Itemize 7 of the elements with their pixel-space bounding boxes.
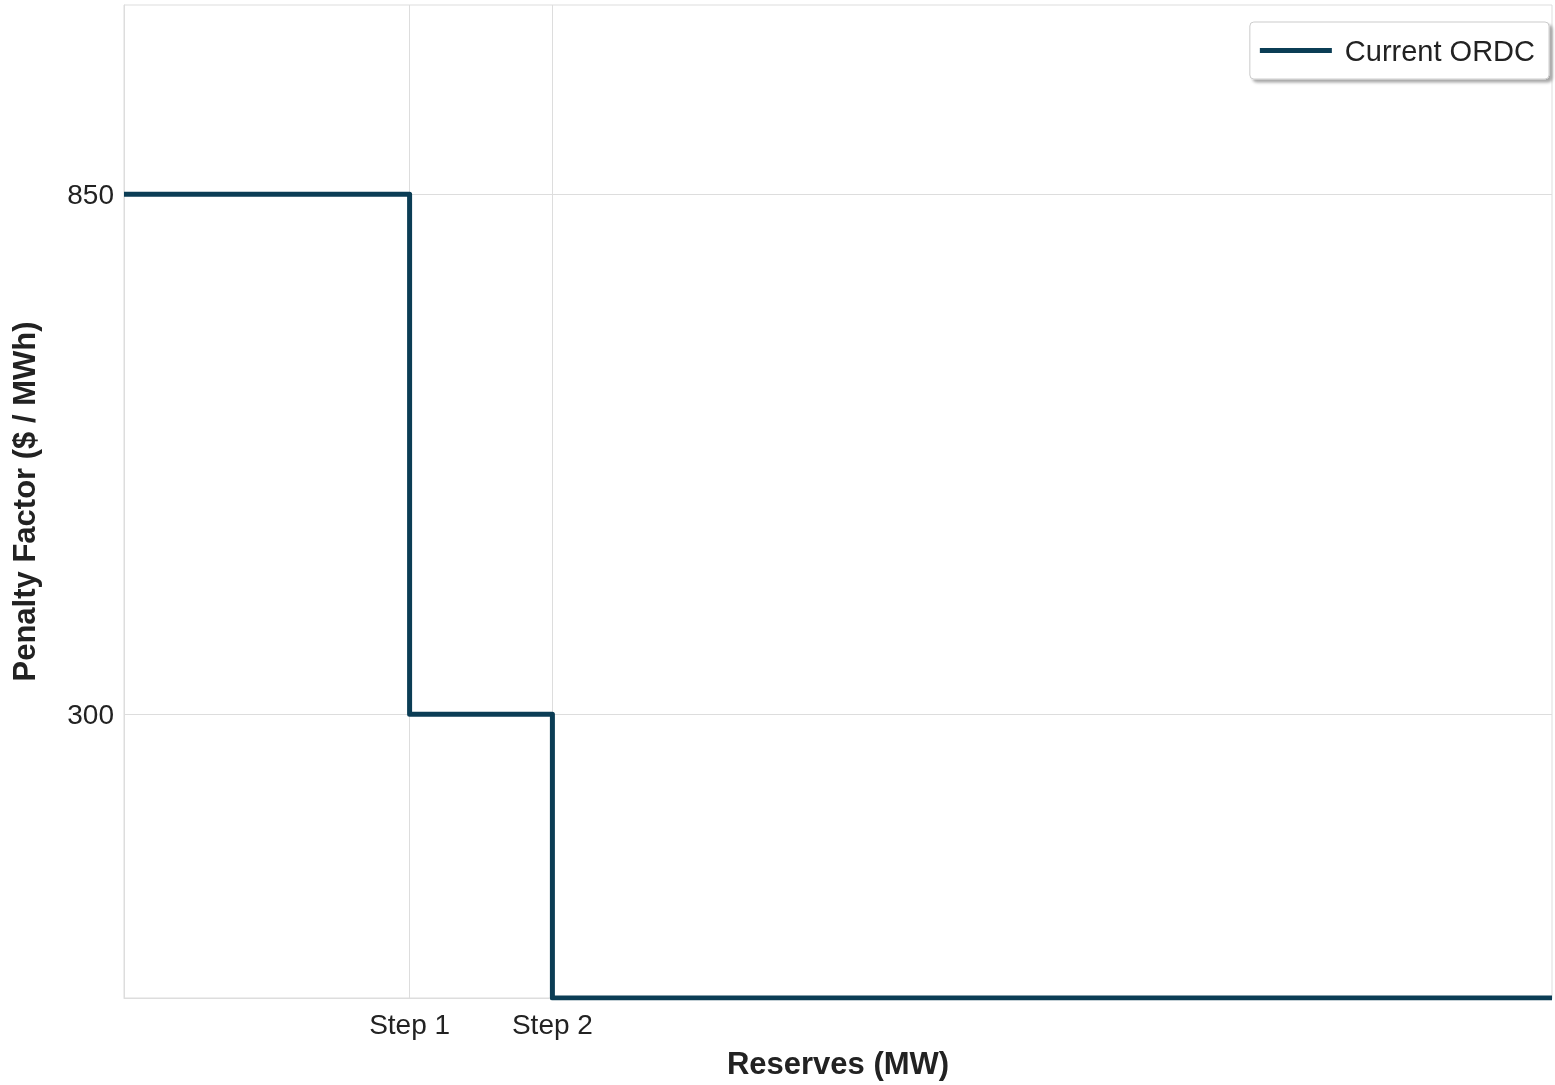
y-tick-label: 300	[67, 698, 114, 730]
legend-label: Current ORDC	[1344, 34, 1536, 67]
y-axis-title: Penalty Factor ($ / MWh)	[7, 321, 42, 682]
y-tick-label: 850	[67, 178, 114, 210]
x-tick-label: Step 1	[369, 1008, 451, 1040]
x-tick-label: Step 2	[511, 1008, 593, 1040]
x-axis-title: Reserves (MW)	[726, 1046, 950, 1081]
